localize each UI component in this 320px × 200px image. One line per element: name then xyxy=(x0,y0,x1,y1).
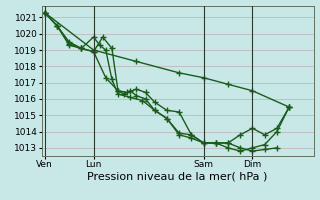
X-axis label: Pression niveau de la mer( hPa ): Pression niveau de la mer( hPa ) xyxy=(87,172,268,182)
